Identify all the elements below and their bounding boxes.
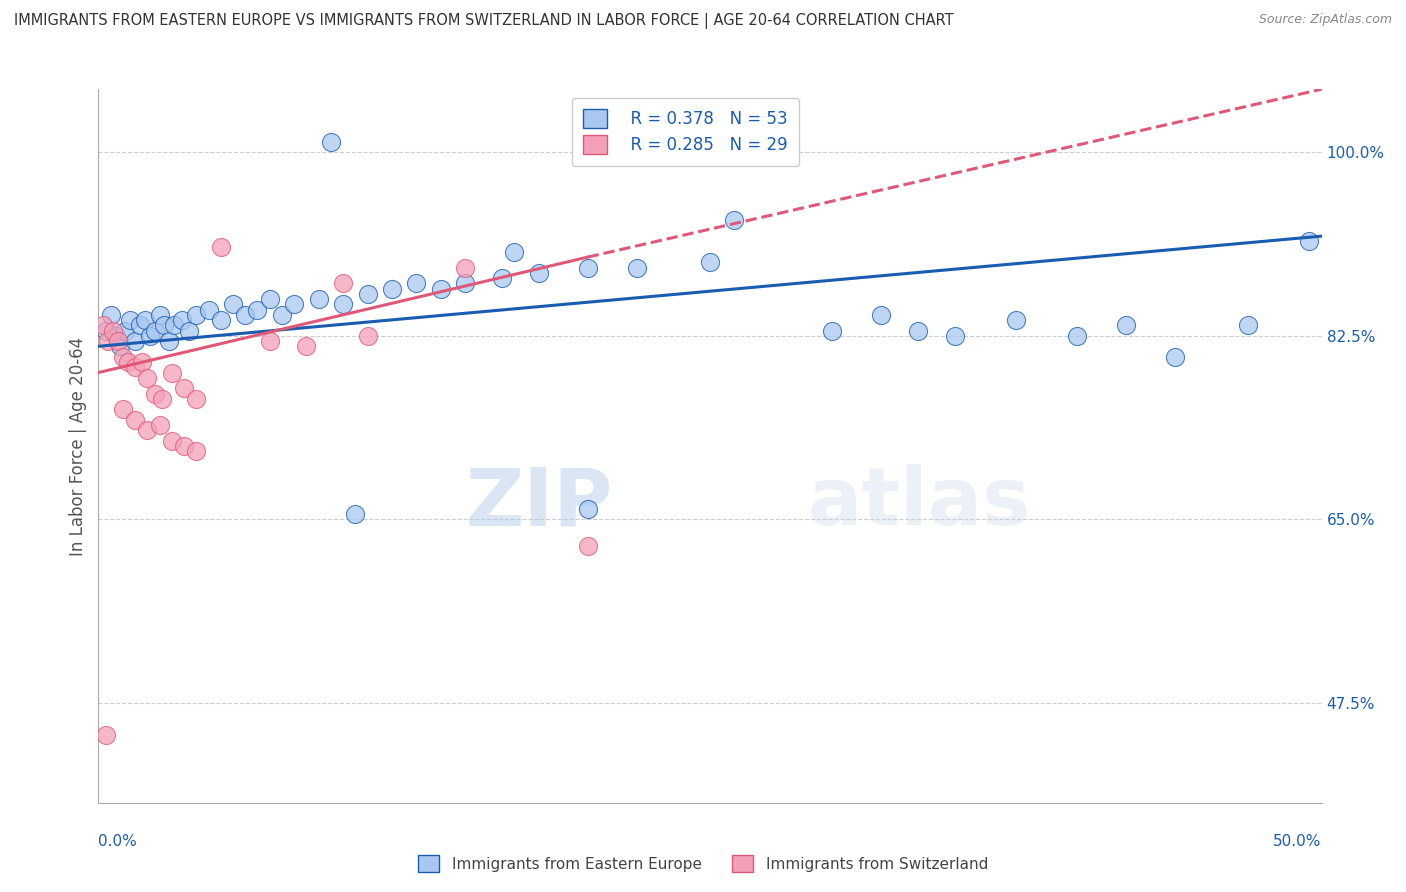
Point	[222, 297, 245, 311]
Point	[139, 328, 162, 343]
Point	[259, 292, 281, 306]
Point	[1066, 328, 1088, 343]
Point	[111, 350, 134, 364]
Point	[527, 266, 550, 280]
Point	[136, 423, 159, 437]
Point	[143, 386, 166, 401]
Point	[907, 324, 929, 338]
Text: ZIP: ZIP	[465, 464, 612, 542]
Point	[233, 308, 256, 322]
Point	[101, 324, 124, 338]
Point	[173, 381, 195, 395]
Point	[454, 260, 477, 275]
Point	[576, 502, 599, 516]
Point	[1237, 318, 1260, 333]
Point	[259, 334, 281, 348]
Point	[149, 417, 172, 432]
Point	[186, 444, 208, 458]
Point	[173, 439, 195, 453]
Point	[821, 324, 844, 338]
Point	[160, 434, 183, 448]
Point	[129, 318, 152, 333]
Point	[143, 324, 166, 338]
Point	[131, 355, 153, 369]
Point	[94, 324, 117, 338]
Point	[160, 366, 183, 380]
Point	[1298, 235, 1320, 249]
Point	[246, 302, 269, 317]
Point	[319, 135, 342, 149]
Point	[209, 239, 232, 253]
Legend:   R = 0.378   N = 53,   R = 0.285   N = 29: R = 0.378 N = 53, R = 0.285 N = 29	[572, 97, 799, 166]
Point	[209, 313, 232, 327]
Text: 50.0%: 50.0%	[1274, 834, 1322, 849]
Point	[124, 413, 146, 427]
Point	[454, 277, 477, 291]
Point	[332, 297, 354, 311]
Point	[344, 507, 367, 521]
Point	[163, 318, 186, 333]
Point	[356, 286, 378, 301]
Point	[120, 313, 142, 327]
Legend: Immigrants from Eastern Europe, Immigrants from Switzerland: Immigrants from Eastern Europe, Immigran…	[411, 847, 995, 880]
Point	[332, 277, 354, 291]
Point	[117, 355, 139, 369]
Point	[283, 297, 305, 311]
Point	[308, 292, 330, 306]
Point	[1004, 313, 1026, 327]
Point	[110, 339, 132, 353]
Point	[124, 360, 146, 375]
Point	[356, 328, 378, 343]
Point	[134, 313, 156, 327]
Point	[197, 302, 219, 317]
Point	[699, 255, 721, 269]
Point	[186, 392, 208, 406]
Point	[405, 277, 427, 291]
Point	[270, 308, 294, 322]
Point	[723, 213, 745, 227]
Point	[626, 260, 648, 275]
Point	[111, 402, 134, 417]
Point	[94, 728, 117, 742]
Point	[157, 334, 180, 348]
Point	[153, 318, 176, 333]
Point	[1164, 350, 1187, 364]
Point	[97, 334, 120, 348]
Text: atlas: atlas	[808, 464, 1031, 542]
Text: Source: ZipAtlas.com: Source: ZipAtlas.com	[1258, 13, 1392, 27]
Point	[104, 328, 127, 343]
Point	[503, 244, 526, 259]
Point	[576, 539, 599, 553]
Y-axis label: In Labor Force | Age 20-64: In Labor Force | Age 20-64	[69, 336, 87, 556]
Point	[1115, 318, 1137, 333]
Point	[430, 282, 453, 296]
Point	[91, 318, 114, 333]
Text: 0.0%: 0.0%	[98, 834, 138, 849]
Text: IMMIGRANTS FROM EASTERN EUROPE VS IMMIGRANTS FROM SWITZERLAND IN LABOR FORCE | A: IMMIGRANTS FROM EASTERN EUROPE VS IMMIGR…	[14, 13, 953, 29]
Point	[491, 271, 513, 285]
Point	[295, 339, 318, 353]
Point	[124, 334, 146, 348]
Point	[107, 334, 129, 348]
Point	[576, 260, 599, 275]
Point	[100, 308, 122, 322]
Point	[150, 392, 173, 406]
Point	[381, 282, 404, 296]
Point	[943, 328, 966, 343]
Point	[149, 308, 172, 322]
Point	[170, 313, 193, 327]
Point	[136, 371, 159, 385]
Point	[114, 324, 136, 338]
Point	[870, 308, 893, 322]
Point	[186, 308, 208, 322]
Point	[177, 324, 200, 338]
